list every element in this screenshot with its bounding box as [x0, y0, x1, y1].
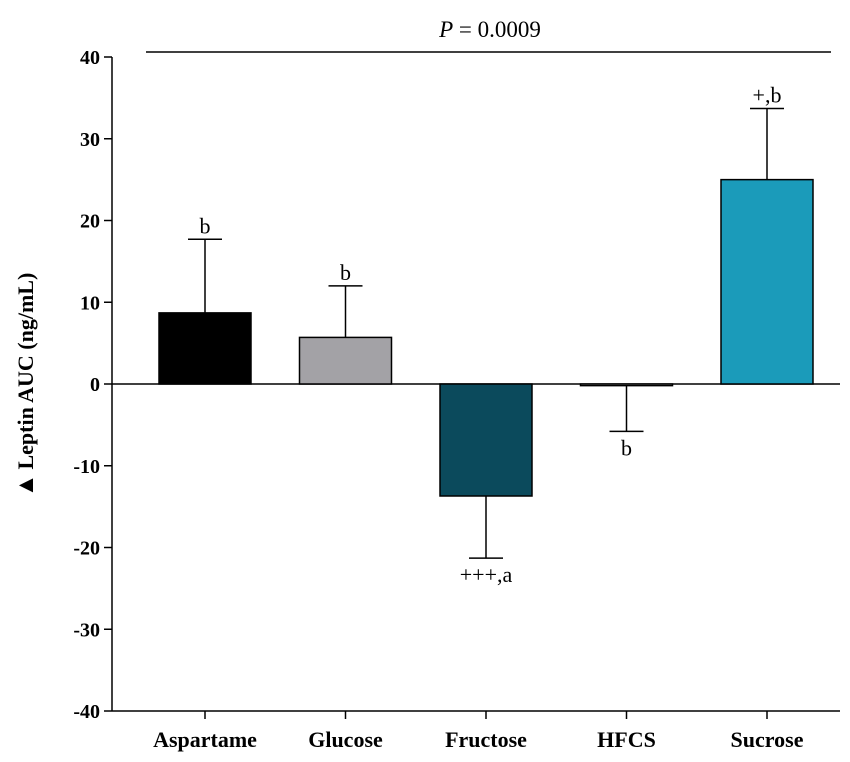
y-tick-label: -40	[73, 701, 100, 723]
category-label-fructose: Fructose	[445, 727, 527, 752]
bars	[158, 178, 814, 497]
y-tick-label: 0	[90, 374, 100, 396]
y-tick-label: 30	[80, 129, 100, 151]
category-label-glucose: Glucose	[308, 727, 383, 752]
annotation-sucrose: +,b	[753, 83, 782, 108]
annotation-fructose: +++,a	[460, 562, 513, 587]
y-tick-label: -30	[73, 619, 100, 641]
y-tick-label: 20	[80, 211, 100, 233]
y-axis-label: Leptin AUC (ng/mL)	[13, 273, 38, 470]
y-axis-title: ▲ Leptin AUC (ng/mL)	[13, 273, 39, 498]
bar-hfcs	[579, 383, 674, 387]
category-label-sucrose: Sucrose	[731, 727, 804, 752]
category-label-hfcs: HFCS	[597, 727, 656, 752]
delta-symbol: ▲	[13, 474, 39, 498]
bar-glucose	[298, 336, 393, 385]
y-tick-label: 40	[80, 47, 100, 69]
p-value-text: P = 0.0009	[438, 17, 541, 42]
bar-aspartame	[158, 312, 252, 385]
p-value-label: P	[438, 17, 453, 42]
svg-text:▲Leptin AUC (ng/mL): ▲ Leptin AUC (ng/mL)	[13, 273, 39, 498]
annotation-aspartame: b	[200, 213, 211, 238]
p-value-number: = 0.0009	[453, 17, 541, 42]
y-tick-label: -10	[73, 456, 100, 478]
annotation-hfcs: b	[621, 435, 632, 460]
y-tick-label: -20	[73, 538, 100, 560]
labels: b Aspartame b Glucose +++,a Fructose b HFCS +,b S…	[153, 83, 804, 752]
category-label-aspartame: Aspartame	[153, 727, 257, 752]
annotation-glucose: b	[340, 260, 351, 285]
error-bars	[188, 107, 784, 559]
bar-sucrose	[720, 178, 814, 385]
y-tick-label: 10	[80, 292, 100, 314]
bar-fructose	[439, 383, 533, 497]
